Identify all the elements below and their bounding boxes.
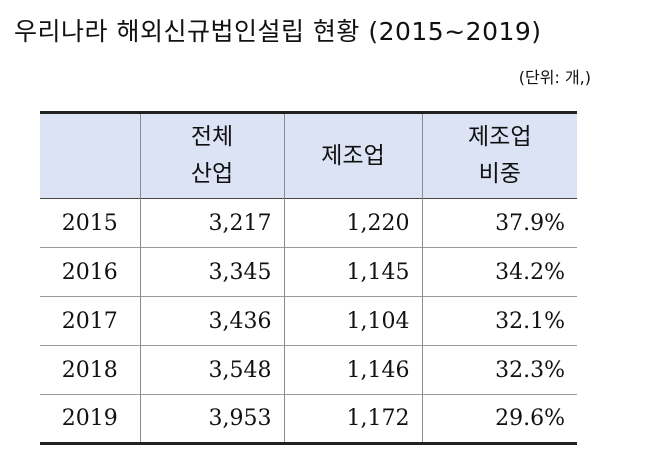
manufacturing-cell: 1,146 bbox=[283, 345, 422, 395]
header-line: 산업 bbox=[190, 161, 234, 187]
header-line: 제조업 bbox=[468, 124, 532, 150]
manufacturing-cell: 1,145 bbox=[283, 247, 422, 297]
manufacturing-cell: 1,220 bbox=[283, 198, 422, 248]
table-row: 2015 3,217 1,220 37.9% bbox=[40, 198, 577, 248]
total-cell: 3,217 bbox=[139, 198, 284, 248]
table-row: 2016 3,345 1,145 34.2% bbox=[40, 247, 577, 297]
year-cell: 2015 bbox=[61, 210, 118, 236]
page-title: 우리나라 해외신규법인설립 현황 (2015~2019) bbox=[14, 17, 542, 46]
year-cell: 2016 bbox=[40, 247, 140, 297]
year-cell: 2019 bbox=[40, 394, 140, 444]
header-line: 비중 bbox=[478, 161, 521, 187]
header-line: 전체 bbox=[190, 124, 234, 150]
year-cell: 2017 bbox=[40, 296, 140, 346]
table-row: 2018 3,548 1,146 32.3% bbox=[40, 345, 577, 395]
total-cell: 3,548 bbox=[139, 345, 284, 395]
header-cell-manufacturing: 제조업 bbox=[283, 112, 422, 199]
header-cell-total-industry: 전체 산업 bbox=[139, 112, 284, 199]
data-table: 전체 산업 제조업 제조업 비중 2015 3,217 1,220 37.9% … bbox=[40, 111, 577, 445]
table-row: 2017 3,436 1,104 32.1% bbox=[40, 296, 577, 346]
total-cell: 3,345 bbox=[139, 247, 284, 297]
table-header-row: 전체 산업 제조업 제조업 비중 bbox=[40, 112, 577, 199]
manufacturing-cell: 1,104 bbox=[283, 296, 422, 346]
year-cell: 2018 bbox=[40, 345, 140, 395]
table-row: 2019 3,953 1,172 29.6% bbox=[40, 394, 577, 444]
share-cell: 32.3% bbox=[421, 345, 577, 395]
share-cell: 37.9% bbox=[421, 198, 577, 248]
total-cell: 3,953 bbox=[139, 394, 284, 444]
total-cell: 3,436 bbox=[139, 296, 284, 346]
manufacturing-cell: 1,172 bbox=[283, 394, 422, 444]
header-cell-manufacturing-share: 제조업 비중 bbox=[421, 112, 577, 199]
header-line: 제조업 bbox=[321, 142, 385, 169]
header-cell-year bbox=[40, 113, 140, 199]
share-cell: 34.2% bbox=[421, 247, 577, 297]
unit-label: (단위: 개,) bbox=[518, 68, 591, 87]
share-cell: 29.6% bbox=[421, 394, 577, 444]
share-cell: 32.1% bbox=[421, 296, 577, 346]
